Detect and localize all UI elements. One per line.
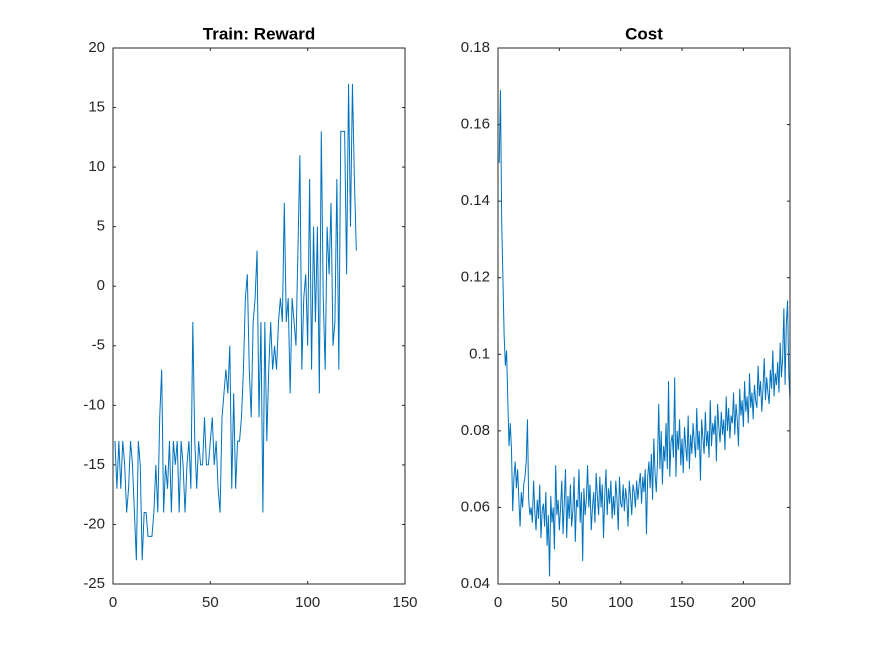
y-tick-label: 0.04 [461, 575, 490, 592]
axes-background [113, 48, 405, 584]
y-tick-label: 20 [88, 39, 105, 56]
chart-title: Cost [625, 24, 663, 43]
x-tick-label: 100 [608, 594, 633, 611]
y-tick-label: 0.08 [461, 422, 490, 439]
y-tick-label: 0.12 [461, 269, 490, 286]
axes-background [498, 48, 790, 584]
y-tick-label: -20 [83, 515, 105, 532]
x-tick-label: 150 [392, 594, 417, 611]
axes-box [497, 47, 791, 585]
x-tick-label: 200 [731, 594, 756, 611]
y-tick-label: 0.16 [461, 116, 490, 133]
y-tick-label: 10 [88, 158, 105, 175]
y-tick-label: 0.1 [469, 345, 490, 362]
y-tick-label: 0 [97, 277, 105, 294]
x-tick-label: 0 [109, 594, 117, 611]
data-line [498, 90, 791, 577]
y-tick-label: 15 [88, 99, 105, 116]
y-tick-label: 5 [97, 218, 105, 235]
y-tick-label: -25 [83, 575, 105, 592]
y-tick-label: 0.18 [461, 39, 490, 56]
x-tick-label: 100 [295, 594, 320, 611]
x-tick-label: 0 [494, 594, 502, 611]
x-tick-label: 150 [670, 594, 695, 611]
y-tick-label: 0.14 [461, 192, 490, 209]
y-tick-label: 0.06 [461, 498, 490, 515]
data-line [114, 83, 357, 561]
axes-box [112, 47, 406, 585]
y-tick-label: -5 [92, 337, 105, 354]
x-tick-label: 50 [202, 594, 219, 611]
y-tick-label: -10 [83, 396, 105, 413]
chart-title: Train: Reward [203, 24, 315, 43]
y-tick-label: -15 [83, 456, 105, 473]
x-tick-label: 50 [551, 594, 568, 611]
